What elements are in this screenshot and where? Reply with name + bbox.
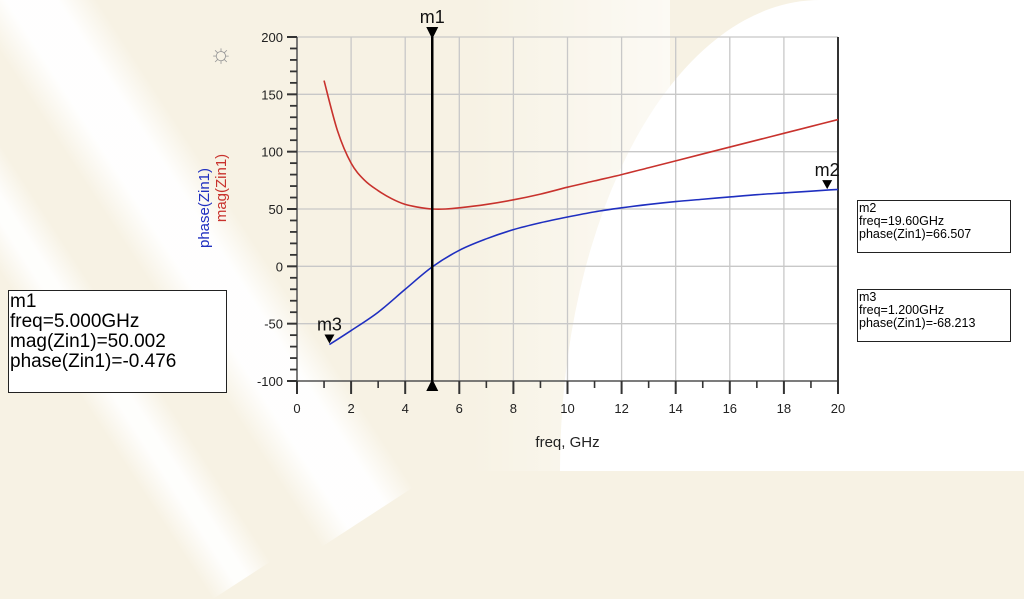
x-axis-title: freq, GHz (535, 434, 599, 451)
marker-m3-readout[interactable]: m3 freq=1.200GHz phase(Zin1)=-68.213 (857, 289, 1011, 342)
y-tick-label: -100 (257, 374, 283, 389)
marker-m1-label: m1 (420, 7, 445, 27)
marker-m2-triangle (822, 180, 833, 190)
plot-area[interactable]: -100 -50 0 50 100 150 200 0 2 4 6 8 10 12 14 16 18 20 freq… (0, 0, 1024, 471)
m1-name: m1 (10, 291, 37, 312)
y-tick-label: 150 (261, 87, 283, 102)
x-tick-label: 20 (831, 401, 845, 416)
marker-layer[interactable] (324, 27, 833, 391)
series-magzin1 (323, 80, 839, 210)
m2-freq: freq=19.60GHz (859, 214, 945, 229)
marker-m3-triangle (324, 334, 335, 344)
x-tick-label: 10 (560, 401, 574, 416)
m2-name: m2 (859, 201, 877, 215)
marker-m2-readout[interactable]: m2 freq=19.60GHz phase(Zin1)=66.507 (857, 200, 1011, 253)
m1-freq: freq=5.000GHz (10, 310, 140, 332)
series-phasezin1 (329, 188, 839, 346)
grid-lines (296, 36, 839, 382)
y-tick-label: 0 (276, 259, 283, 274)
x-tick-label: 4 (402, 401, 409, 416)
m3-phase: phase(Zin1)=-68.213 (859, 316, 976, 331)
x-tick-label: 2 (347, 401, 354, 416)
m2-phase: phase(Zin1)=66.507 (859, 227, 972, 242)
axes (287, 36, 839, 394)
marker-m2-label: m2 (815, 160, 840, 180)
marker-m1-top-triangle (426, 27, 439, 39)
x-tick-label: 0 (293, 401, 300, 416)
x-tick-label: 12 (614, 401, 628, 416)
x-tick-label: 16 (723, 401, 737, 416)
marker-m1-readout[interactable]: m1 freq=5.000GHz mag(Zin1)=50.002 phase(… (8, 290, 227, 393)
y-tick-label: -50 (264, 317, 283, 332)
y-axis-title-mag: mag(Zin1) (213, 154, 230, 222)
y-tick-label: 100 (261, 145, 283, 160)
x-tick-label: 18 (777, 401, 791, 416)
marker-m3-label: m3 (317, 315, 342, 335)
x-tick-label: 6 (456, 401, 463, 416)
marker-m1-bottom-triangle (426, 379, 439, 391)
axis-labels: -100 -50 0 50 100 150 200 0 2 4 6 8 10 12 14 16 18 20 freq… (196, 7, 845, 451)
sun-icon: ☼ (209, 38, 233, 68)
y-tick-label: 50 (269, 202, 283, 217)
m1-phase: phase(Zin1)=-0.476 (10, 350, 177, 372)
y-axis-title-phase: phase(Zin1) (196, 168, 213, 248)
y-tick-label: 200 (261, 30, 283, 45)
m1-mag: mag(Zin1)=50.002 (10, 330, 166, 352)
x-tick-label: 8 (510, 401, 517, 416)
m3-name: m3 (859, 290, 877, 304)
data-series (323, 80, 839, 346)
m3-freq: freq=1.200GHz (859, 303, 945, 318)
x-tick-label: 14 (668, 401, 682, 416)
